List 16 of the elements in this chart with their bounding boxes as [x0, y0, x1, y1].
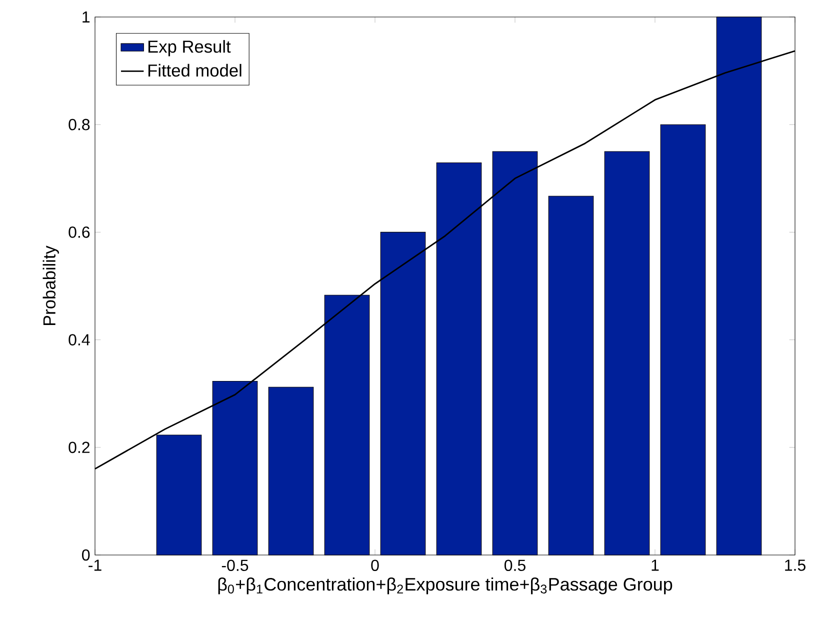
y-tick-label: 0	[82, 549, 90, 561]
legend-label: Fitted model	[148, 64, 242, 77]
x-tick-label: 1.5	[785, 560, 806, 571]
y-axis-title: Probability	[42, 246, 59, 326]
text: β$_{0}$+β$_{1}$Concentration+β$_{2}$Exposure time+β$_{3}$Passage Group	[218, 577, 672, 594]
x-tick-label: -1	[88, 560, 102, 571]
y-tick-label: 0.6	[68, 226, 90, 238]
y-tick-label: 1	[82, 11, 90, 22]
x-tick-label: 0	[371, 560, 379, 572]
y-tick-label: 0.2	[68, 442, 90, 454]
x-tick-label: 0.5	[504, 560, 526, 572]
x-tick-label: -0.5	[222, 560, 248, 572]
y-tick-label: 0.4	[68, 334, 90, 346]
legend-label: Exp Result	[148, 40, 231, 56]
y-tick-label: 0.8	[68, 118, 90, 130]
x-tick-label: 1	[652, 560, 659, 571]
